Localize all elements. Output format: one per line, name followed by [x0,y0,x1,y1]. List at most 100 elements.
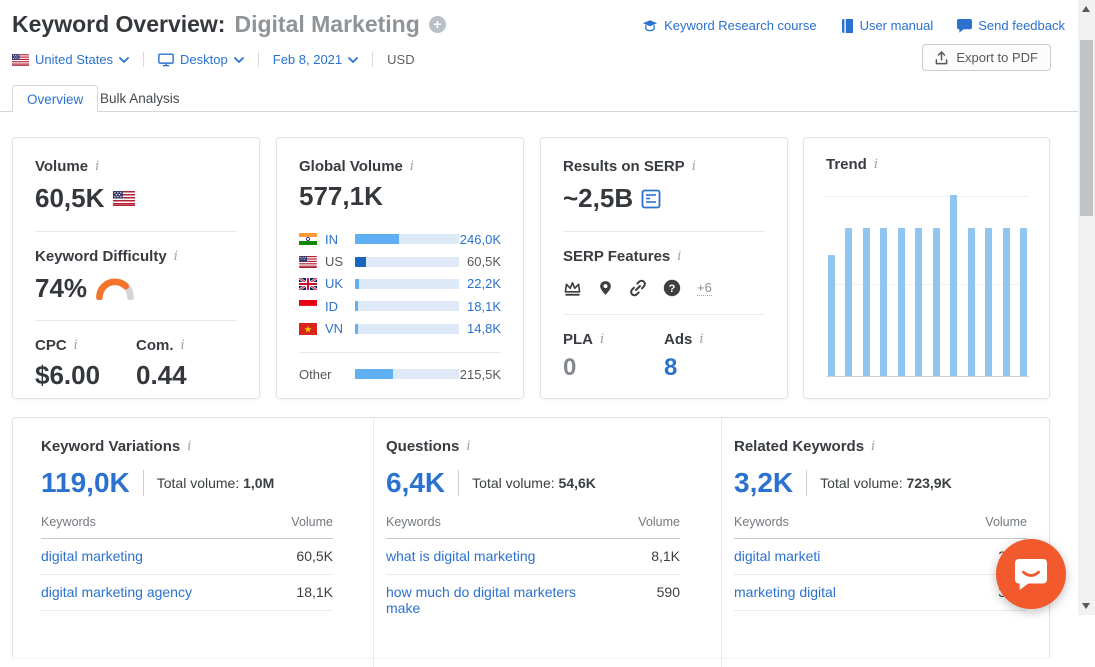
scrollbar-thumb[interactable] [1080,40,1093,216]
info-icon[interactable]: i [73,338,78,353]
trend-bar [967,227,975,376]
tab-overview[interactable]: Overview [12,85,99,112]
info-icon[interactable]: i [677,249,682,264]
country-volume[interactable]: 18,1K [467,298,501,314]
add-keyword-icon[interactable]: + [428,16,446,33]
country-volume[interactable]: 246,0K [459,231,501,247]
date-selector[interactable]: Feb 8, 2021 [273,52,359,67]
info-icon[interactable]: i [95,159,100,174]
chevron-down-icon [348,56,359,63]
trend-bar [880,227,888,376]
keyword-tables-card: Keyword Variations i 119,0K Total volume:… [12,417,1050,667]
scroll-up-arrow[interactable] [1082,6,1090,12]
device-selector[interactable]: Desktop [158,52,244,67]
divider [142,470,144,496]
info-icon[interactable]: i [409,159,415,174]
global-volume-card: Global Volume i 577,1K IN 246,0K US 60,5K… [276,137,524,399]
col-header-keywords: Keywords [386,515,441,529]
keyword-link[interactable]: digital marketing agency [41,584,192,601]
local-pack-pin-icon[interactable] [598,279,613,297]
chevron-down-icon [119,56,129,63]
info-icon[interactable]: i [871,439,876,454]
serp-snapshot-icon[interactable] [641,189,661,209]
intercom-chat-launcher[interactable] [996,539,1066,609]
volume-bar [355,256,459,267]
column-divider [373,418,374,667]
table-row: marketing digital3,6K [734,575,1027,612]
country-link[interactable]: UK [325,276,344,292]
keyword-variations-count[interactable]: 119,0K [41,467,130,498]
country-link[interactable]: VN [325,321,344,337]
keyword-variations-table: Keywords Volume digital marketing 60,5K di… [41,515,333,612]
global-volume-row: UK 22,2K [299,273,501,295]
vertical-scrollbar[interactable] [1078,0,1095,615]
col-header-volume: Volume [638,515,680,529]
keyword-difficulty-title: Keyword Difficulty i [35,248,178,265]
divider [35,320,237,321]
questions-count[interactable]: 6,4K [386,467,446,498]
people-also-ask-question-icon[interactable]: ? [663,279,681,297]
country-volume[interactable]: 22,2K [467,276,501,292]
volume-bar [355,234,459,245]
info-icon[interactable]: i [699,332,704,347]
volume-value: 60,5K [35,183,237,214]
divider [563,314,765,315]
tab-bulk-analysis[interactable]: Bulk Analysis [100,90,180,106]
keyword-link[interactable]: digital marketi [734,548,821,564]
global-volume-title: Global Volume i [299,158,415,175]
trend-bar [897,227,905,376]
sitelinks-link-icon[interactable] [629,279,647,297]
filter-bar: United States Desktop Feb 8, 2021 USD [12,52,415,67]
country-selector[interactable]: United States [12,52,129,67]
info-icon[interactable]: i [466,439,471,454]
info-icon[interactable]: i [173,249,178,264]
related-keywords-count[interactable]: 3,2K [734,467,794,498]
volume-cell: 590 [656,584,680,601]
keyword-link[interactable]: what is digital marketing [386,548,536,564]
country-volume[interactable]: 14,8K [467,321,501,337]
trend-bar [985,227,993,376]
global-volume-value: 577,1K [299,181,383,211]
trend-chart [826,187,1029,377]
info-icon[interactable]: i [873,157,879,172]
scroll-down-arrow[interactable] [1082,603,1090,609]
ads-title: Ads i [664,331,704,348]
us-flag-icon [299,255,317,268]
volume-cell: 8,1K [651,548,680,564]
ads-value[interactable]: 8 [664,354,678,381]
volume-cell: 18,1K [296,584,333,601]
table-row: what is digital marketing 8,1K [386,539,680,576]
trend-bar [1002,227,1010,376]
info-icon[interactable]: i [180,338,185,353]
chevron-down-icon [233,56,244,63]
country-link[interactable]: IN [325,231,338,247]
export-to-pdf-button[interactable]: Export to PDF [922,44,1051,71]
more-serp-features-link[interactable]: +6 [697,280,712,296]
related-keywords-title: Related Keywords i [734,438,876,455]
keyword-link[interactable]: how much do digital marketers make [386,584,576,617]
country-link[interactable]: ID [325,298,338,314]
keyword-research-course-link[interactable]: Keyword Research course [642,18,817,33]
keyword-link[interactable]: marketing digital [734,584,836,601]
info-icon[interactable]: i [691,159,696,174]
keyword-link[interactable]: digital marketing [41,548,143,564]
volume-bar [355,278,459,289]
send-feedback-link[interactable]: Send feedback [957,18,1065,33]
uk-flag-icon [299,277,317,290]
svg-text:?: ? [669,283,676,295]
col-header-keywords: Keywords [41,515,96,529]
speech-bubble-icon [957,18,973,33]
info-icon[interactable]: i [187,439,192,454]
trend-bar [1019,227,1027,376]
table-row: digital marketi2,9K [734,539,1027,576]
user-manual-link[interactable]: User manual [841,18,933,33]
results-on-serp-title: Results on SERP i [563,158,696,175]
global-volume-row: US 60,5K [299,250,501,272]
info-icon[interactable]: i [600,332,605,347]
divider [458,470,460,496]
featured-snippet-crown-icon[interactable] [563,280,582,297]
table-row: how much do digital marketers make 590 [386,575,680,626]
cpc-value: $6.00 [35,360,101,390]
vietnam-flag-icon [299,322,317,335]
pla-title: PLA i [563,331,605,348]
